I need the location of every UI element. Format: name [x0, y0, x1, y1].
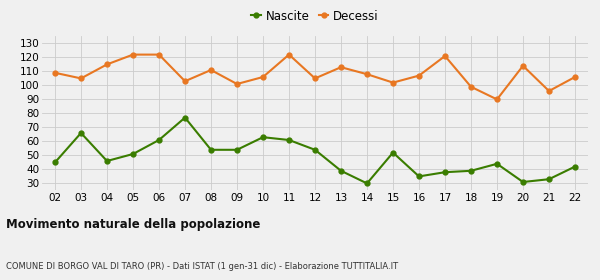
Line: Nascite: Nascite — [53, 115, 577, 186]
Decessi — [77, 77, 85, 80]
Nascite — [337, 169, 344, 172]
Text: COMUNE DI BORGO VAL DI TARO (PR) - Dati ISTAT (1 gen-31 dic) - Elaborazione TUTT: COMUNE DI BORGO VAL DI TARO (PR) - Dati … — [6, 262, 398, 271]
Decessi — [208, 68, 215, 72]
Nascite — [155, 138, 163, 142]
Nascite — [415, 175, 422, 178]
Decessi — [130, 53, 137, 56]
Nascite — [493, 162, 500, 165]
Legend: Nascite, Decessi: Nascite, Decessi — [247, 5, 383, 27]
Decessi — [311, 77, 319, 80]
Nascite — [467, 169, 475, 172]
Nascite — [364, 182, 371, 185]
Nascite — [233, 148, 241, 151]
Decessi — [259, 75, 266, 79]
Nascite — [571, 165, 578, 168]
Line: Decessi: Decessi — [53, 52, 577, 102]
Decessi — [442, 54, 449, 58]
Nascite — [208, 148, 215, 151]
Nascite — [389, 151, 397, 154]
Decessi — [415, 74, 422, 77]
Nascite — [181, 116, 188, 119]
Nascite — [130, 152, 137, 156]
Decessi — [545, 89, 553, 93]
Nascite — [103, 159, 110, 163]
Nascite — [286, 138, 293, 142]
Decessi — [467, 85, 475, 88]
Decessi — [364, 73, 371, 76]
Nascite — [545, 178, 553, 181]
Decessi — [493, 98, 500, 101]
Nascite — [52, 161, 59, 164]
Decessi — [571, 75, 578, 79]
Text: Movimento naturale della popolazione: Movimento naturale della popolazione — [6, 218, 260, 231]
Decessi — [520, 64, 527, 67]
Decessi — [233, 82, 241, 86]
Nascite — [77, 131, 85, 135]
Nascite — [520, 180, 527, 184]
Decessi — [286, 53, 293, 56]
Decessi — [155, 53, 163, 56]
Nascite — [442, 171, 449, 174]
Nascite — [259, 136, 266, 139]
Decessi — [103, 63, 110, 66]
Decessi — [181, 80, 188, 83]
Decessi — [337, 66, 344, 69]
Nascite — [311, 148, 319, 151]
Decessi — [52, 71, 59, 74]
Decessi — [389, 81, 397, 84]
